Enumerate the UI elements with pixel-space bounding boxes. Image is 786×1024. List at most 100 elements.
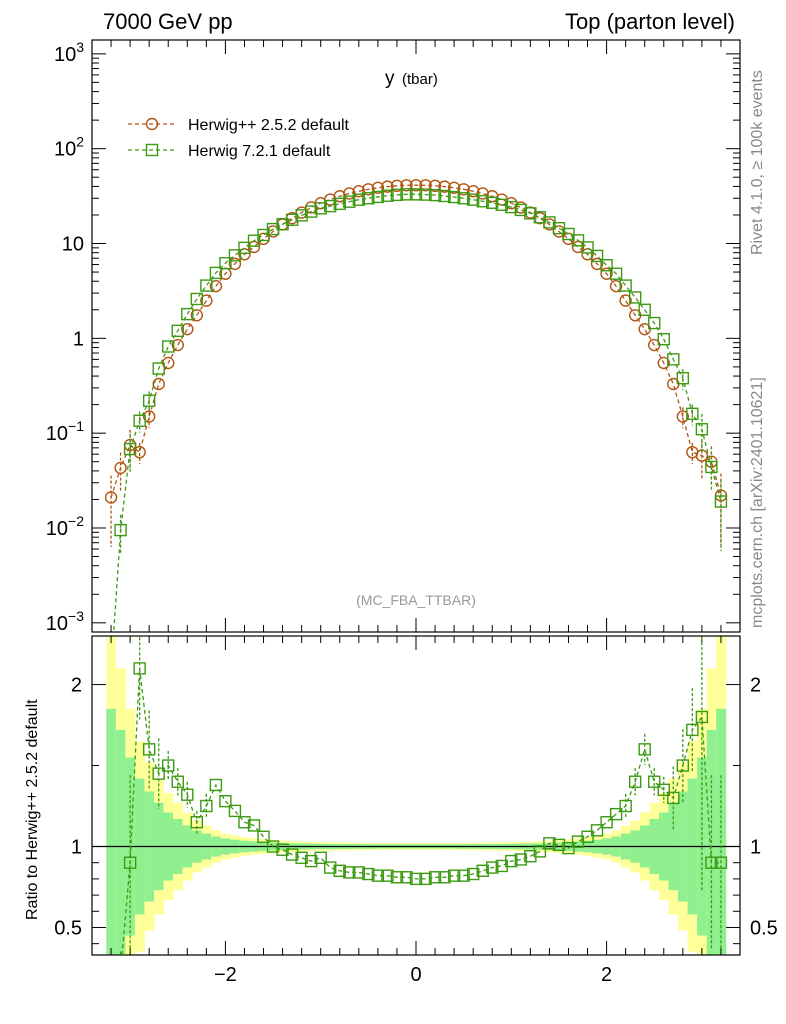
x-tick-label: 2 xyxy=(601,964,612,986)
ratio-y-tick-label: 0.5 xyxy=(54,917,82,939)
ratio-point xyxy=(486,861,499,874)
herwig-pp-point xyxy=(181,322,194,336)
herwig7-point xyxy=(514,203,528,217)
herwig7-point xyxy=(114,523,127,537)
herwig-pp-point xyxy=(676,410,690,423)
ratio-point xyxy=(705,856,718,869)
legend: Herwig++ 2.5.2 default Herwig 7.2.1 defa… xyxy=(128,117,350,160)
ratio-point xyxy=(381,869,394,882)
herwig7-point xyxy=(400,188,413,201)
y-tick-label: 103 xyxy=(54,39,84,66)
herwig-pp-point xyxy=(142,410,156,423)
herwig-pp-point xyxy=(466,185,480,198)
y-tick-label: 10 xyxy=(62,234,84,256)
herwig-pp-point xyxy=(438,180,451,193)
y-tick-label: 10−1 xyxy=(46,418,84,445)
herwig7-point xyxy=(409,188,423,201)
ratio-point xyxy=(343,866,356,879)
ratio-point xyxy=(266,840,280,853)
herwig7-point xyxy=(505,200,518,214)
ratio-point xyxy=(628,775,642,788)
ratio-point xyxy=(447,869,461,882)
ratio-point xyxy=(333,864,346,877)
ratio-line xyxy=(121,668,721,955)
ratio-point xyxy=(562,841,575,855)
herwig-pp-point xyxy=(600,267,613,280)
herwig7-point xyxy=(362,192,375,205)
x-tick-label: −2 xyxy=(214,964,237,986)
herwig7-point xyxy=(162,340,175,353)
legend-marker-herwig7 xyxy=(145,143,159,157)
ratio-point xyxy=(142,743,156,756)
y-tick-label: 10−2 xyxy=(46,513,84,540)
ratio-point xyxy=(171,775,184,788)
herwig-pp-series xyxy=(104,178,728,548)
header-process: Top (parton level) xyxy=(565,9,735,34)
ratio-point xyxy=(324,861,337,874)
ratio-point xyxy=(619,799,632,813)
herwig-pp-point xyxy=(609,279,623,293)
ratio-point xyxy=(581,830,594,843)
ratio-point xyxy=(686,723,699,737)
main-y-axis: 10−3 10−2 10−1 1 10 102 103 xyxy=(46,39,740,635)
ratio-point xyxy=(400,871,413,884)
herwig-pp-point xyxy=(428,179,442,193)
herwig7-point xyxy=(581,241,594,254)
herwig7-point xyxy=(295,209,308,222)
ratio-point xyxy=(200,799,213,813)
herwig7-point xyxy=(152,362,165,375)
herwig7-point xyxy=(200,279,213,292)
x-tick-label: 0 xyxy=(410,964,421,986)
herwig7-point xyxy=(276,217,289,231)
ratio-point xyxy=(181,788,194,801)
herwig-pp-clipped xyxy=(104,178,728,548)
ratio-point xyxy=(133,662,146,675)
herwig7-point xyxy=(648,316,661,330)
legend-label-herwig-pp: Herwig++ 2.5.2 default xyxy=(188,117,350,134)
herwig7-point xyxy=(238,241,251,255)
y-tick-label: 102 xyxy=(54,134,84,161)
ratio-series xyxy=(119,636,728,955)
herwig7-point xyxy=(476,195,489,208)
herwig-pp-point xyxy=(390,179,404,193)
band-inner xyxy=(115,729,126,955)
legend-label-herwig7: Herwig 7.2.1 default xyxy=(188,143,331,160)
herwig7-point xyxy=(686,407,699,421)
herwig7-point xyxy=(142,394,156,407)
ratio-point xyxy=(409,872,423,886)
herwig7-point xyxy=(285,213,299,226)
ratio-y-tick-label: 1 xyxy=(71,837,82,859)
herwig7-point xyxy=(676,371,690,385)
herwig-pp-point xyxy=(352,185,366,198)
herwig-pp-point xyxy=(200,294,213,307)
herwig-pp-point xyxy=(114,461,127,475)
ratio-point xyxy=(304,854,318,868)
herwig7-point xyxy=(457,192,470,205)
herwig-pp-point xyxy=(581,248,594,261)
herwig-pp-point xyxy=(381,180,394,193)
mcplots-label: mcplots.cern.ch [arXiv:2401.10621] xyxy=(749,377,766,628)
ratio-point xyxy=(638,743,651,756)
ratio-point xyxy=(190,816,204,829)
herwig7-point xyxy=(133,414,146,428)
ratio-point xyxy=(123,856,137,869)
herwig7-clipped xyxy=(113,188,728,632)
herwig7-point xyxy=(314,202,327,215)
legend-entry-herwig-pp: Herwig++ 2.5.2 default xyxy=(128,117,350,134)
ratio-point xyxy=(667,791,680,805)
herwig-pp-point xyxy=(447,181,461,194)
herwig-pp-point xyxy=(571,240,585,254)
ratio-point xyxy=(600,816,613,829)
analysis-watermark: (MC_FBA_TTBAR) xyxy=(356,592,476,608)
herwig7-point xyxy=(123,442,137,456)
ratio-point xyxy=(247,819,261,832)
ratio-point xyxy=(428,871,442,884)
ratio-point xyxy=(648,775,661,788)
herwig-pp-point xyxy=(362,183,375,196)
herwig7-point xyxy=(667,353,680,366)
ratio-point xyxy=(238,816,251,829)
x-axis: −2 0 2 xyxy=(110,40,722,986)
ratio-point xyxy=(543,837,556,850)
ratio-axis-label: Ratio to Herwig++ 2.5.2 default xyxy=(24,699,41,920)
